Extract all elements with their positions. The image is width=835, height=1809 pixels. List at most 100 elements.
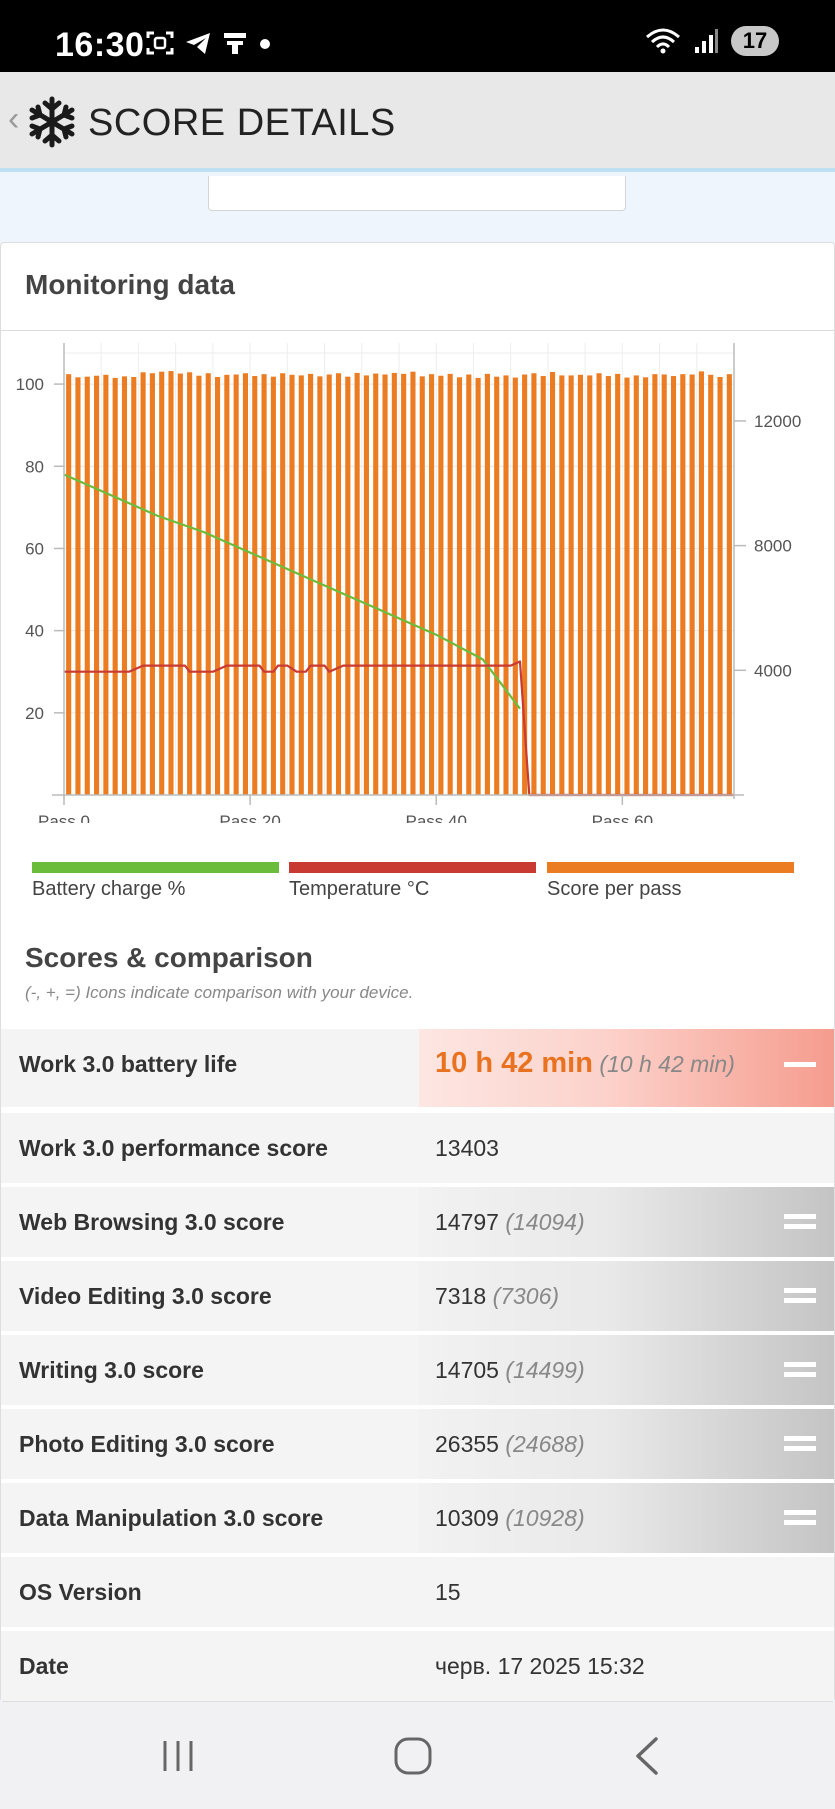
score-bar	[84, 376, 90, 795]
score-bar	[531, 373, 537, 795]
score-bar	[280, 373, 286, 795]
score-bar	[391, 372, 397, 795]
score-row: Work 3.0 battery life 10 h 42 min (10 h 4…	[1, 1029, 834, 1107]
x-tick-label: Pass 60	[592, 812, 653, 823]
score-bar	[410, 371, 416, 795]
score-main: 14797	[435, 1209, 499, 1235]
snowflake-logo-icon	[29, 96, 75, 148]
score-bar	[252, 376, 258, 795]
equals-icon	[784, 1510, 816, 1525]
score-bar	[475, 377, 481, 795]
score-bar	[726, 374, 732, 795]
score-bar	[335, 373, 342, 795]
y-tick-label-left: 20	[25, 704, 44, 723]
score-bar	[698, 371, 704, 795]
score-bar	[187, 372, 193, 795]
score-bar	[605, 376, 611, 795]
score-bar	[75, 377, 81, 795]
score-bar	[438, 375, 444, 795]
score-value: 15	[435, 1579, 461, 1606]
y-tick-label-left: 40	[25, 622, 44, 641]
recent-apps-icon[interactable]	[160, 1738, 196, 1774]
telegram-icon	[186, 33, 210, 54]
score-bar	[447, 373, 453, 795]
score-main: 10309	[435, 1505, 499, 1531]
chart-legend: Battery charge % Temperature °C Score pe…	[1, 862, 835, 912]
score-value: 7318 (7306)	[435, 1283, 559, 1310]
score-bar	[717, 376, 723, 795]
score-bar	[419, 376, 425, 795]
score-bar	[549, 371, 556, 795]
score-bar	[382, 374, 388, 795]
score-bar	[643, 377, 649, 795]
score-bar	[652, 374, 658, 795]
comparison-bg	[419, 1261, 834, 1331]
score-bar	[326, 374, 332, 795]
score-compare: (24688)	[505, 1431, 585, 1457]
score-main: 13403	[435, 1135, 499, 1161]
navigation-bar	[0, 1702, 835, 1809]
previous-card	[208, 176, 626, 211]
score-row: Data Manipulation 3.0 score 10309 (10928)	[1, 1483, 834, 1553]
score-bar	[345, 376, 351, 795]
score-bar	[66, 374, 72, 795]
score-value: 10309 (10928)	[435, 1505, 585, 1532]
score-main: 14705	[435, 1357, 499, 1383]
score-bar	[159, 371, 165, 795]
score-value: 26355 (24688)	[435, 1431, 585, 1458]
score-bar	[308, 373, 314, 795]
score-bar	[149, 373, 155, 795]
x-tick-label: Pass 40	[406, 812, 467, 823]
scores-title: Scores & comparison	[25, 942, 313, 973]
legend-label-temperature: Temperature °C	[289, 878, 430, 900]
minus-icon	[784, 1062, 816, 1067]
back-icon[interactable]: ‹	[8, 100, 20, 138]
score-bar	[689, 374, 695, 795]
score-label: Video Editing 3.0 score	[19, 1283, 272, 1309]
score-row: Video Editing 3.0 score 7318 (7306)	[1, 1261, 834, 1331]
score-bar	[242, 373, 249, 795]
battery-icon: 17	[731, 26, 779, 56]
comparison-bg	[419, 1409, 834, 1479]
comparison-bg	[419, 1187, 834, 1257]
equals-icon	[784, 1436, 816, 1451]
battery-line	[63, 473, 521, 710]
legend-temperature[interactable]: Temperature °C	[289, 862, 536, 901]
score-bar	[587, 375, 593, 795]
score-label: Writing 3.0 score	[19, 1357, 204, 1383]
legend-swatch-temperature	[289, 862, 536, 873]
score-bar	[494, 376, 500, 795]
score-bar	[559, 375, 565, 795]
monitoring-card: Monitoring data 20 40 60 80 100 4000 8000 12000…	[0, 242, 835, 1702]
legend-battery[interactable]: Battery charge %	[32, 862, 279, 901]
score-label: Date	[19, 1653, 69, 1679]
score-bar	[661, 374, 667, 795]
signal-icon	[695, 29, 718, 53]
temperature-line	[64, 660, 734, 797]
score-bar	[270, 376, 276, 795]
score-main: черв. 17 2025 15:32	[435, 1653, 645, 1679]
score-bar	[670, 376, 677, 795]
score-bar	[177, 373, 183, 795]
score-bar	[224, 374, 230, 795]
score-bar	[522, 374, 528, 795]
score-bar	[168, 371, 174, 795]
score-value: 10 h 42 min (10 h 42 min)	[435, 1047, 735, 1080]
score-bar	[540, 376, 546, 795]
score-bar	[94, 375, 100, 795]
y-tick-label-left: 60	[25, 539, 44, 558]
score-value: 13403	[435, 1135, 499, 1162]
back-nav-icon[interactable]	[632, 1736, 662, 1776]
score-bar	[121, 376, 128, 795]
score-bar	[289, 374, 295, 795]
score-bar	[633, 375, 639, 795]
home-icon[interactable]	[393, 1736, 433, 1776]
score-bar	[615, 373, 621, 795]
score-label: Work 3.0 performance score	[19, 1135, 328, 1161]
score-bar	[233, 374, 239, 795]
score-bar	[680, 374, 686, 795]
legend-score[interactable]: Score per pass	[547, 862, 794, 901]
score-bar	[373, 373, 379, 795]
score-row: Date черв. 17 2025 15:32	[1, 1631, 834, 1701]
score-bar	[624, 377, 630, 795]
